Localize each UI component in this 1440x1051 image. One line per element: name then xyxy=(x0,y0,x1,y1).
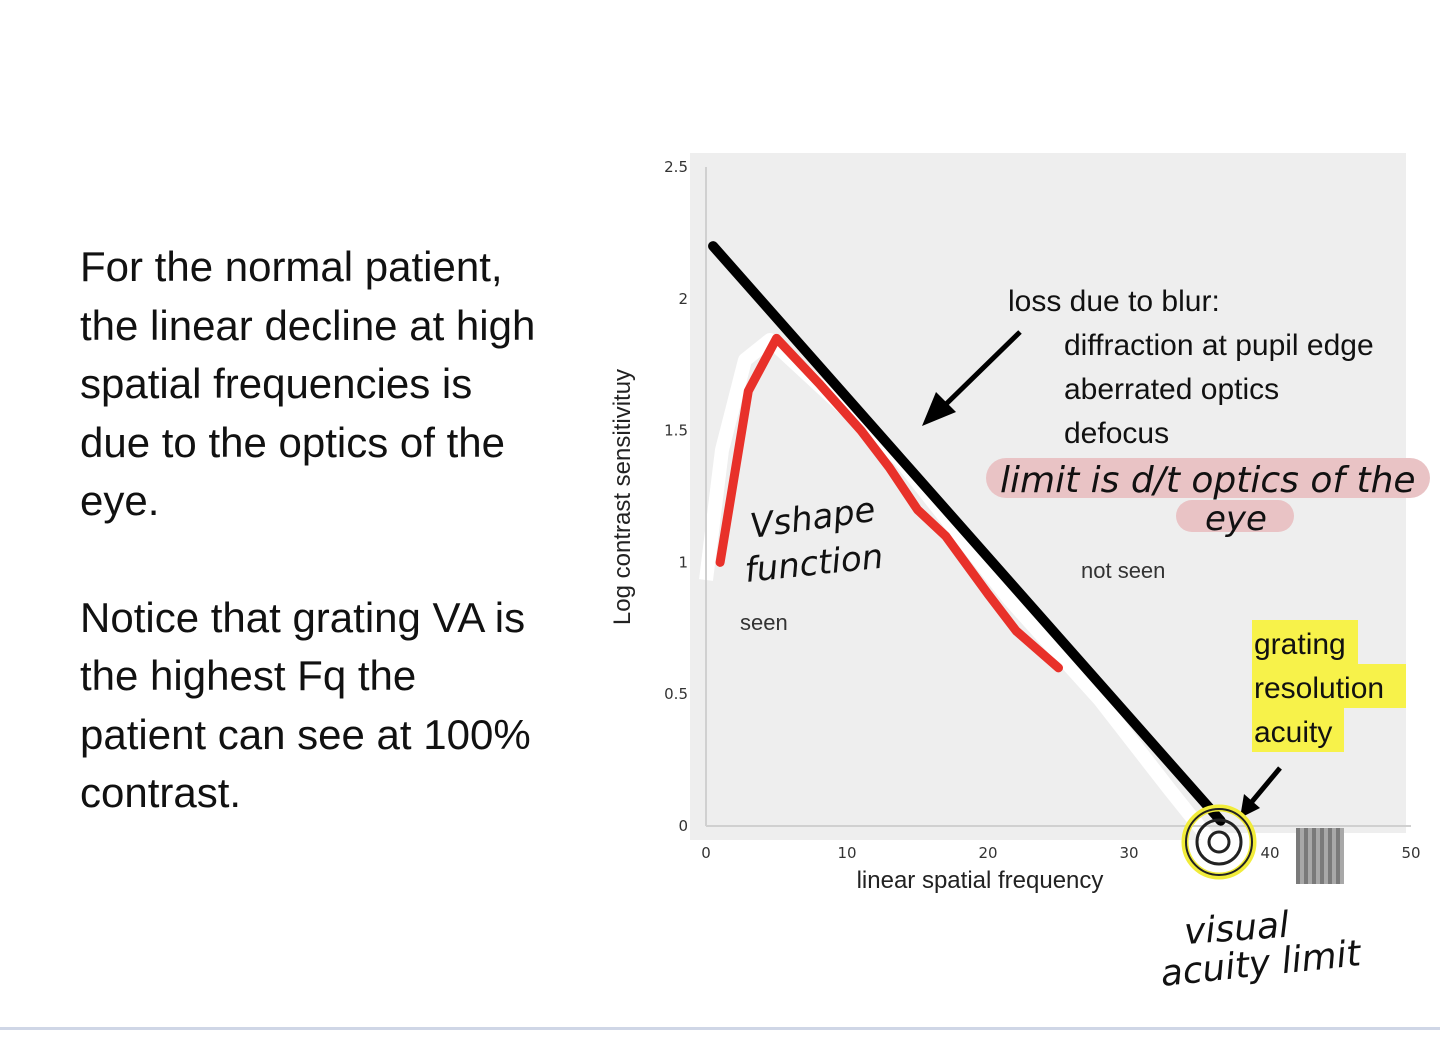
grating-highlight-1 xyxy=(1252,620,1358,664)
x-tick-label: 10 xyxy=(837,844,856,862)
grating-arrow-shaft xyxy=(1248,766,1282,806)
grating-stripe xyxy=(1328,828,1332,884)
curve-halo xyxy=(699,333,1427,847)
optics-limit-line xyxy=(708,241,1226,826)
x-axis-label: linear spatial frequency xyxy=(857,867,1104,894)
y-tick-label: 0.5 xyxy=(664,685,688,703)
acuity-target-ring-2 xyxy=(1195,818,1243,866)
contrast-sensitivity-curve xyxy=(715,333,1063,673)
grating-stripe xyxy=(1340,828,1344,884)
optics-note-line2: eye xyxy=(1205,499,1267,539)
blur-arrow-shaft xyxy=(938,330,1022,412)
grating-stripe xyxy=(1316,828,1320,884)
y-tick-label: 2 xyxy=(678,290,688,308)
grating-label-line1: grating xyxy=(1254,628,1346,661)
grating-highlight-3 xyxy=(1252,708,1344,752)
grating-highlight-2 xyxy=(1252,664,1406,708)
series-layer xyxy=(708,241,1226,826)
va-limit-line1: visual xyxy=(1183,905,1291,953)
paragraph-grating-va: Notice that grating VA is the highest Fq… xyxy=(80,593,531,817)
y-axis-label: Log contrast sensitivituy xyxy=(609,369,636,625)
y-tick-label: 1.5 xyxy=(664,422,688,440)
grating-stripe xyxy=(1324,828,1328,884)
x-tick-label: 20 xyxy=(978,844,997,862)
blur-arrow-head xyxy=(922,392,956,426)
paragraph-optics: For the normal patient, the linear decli… xyxy=(80,243,536,524)
grating-patch-icon xyxy=(1296,828,1344,884)
x-tick-labels: 0 10 20 30 40 50 xyxy=(701,844,1420,862)
slide-text-block: For the normal patient, the linear decli… xyxy=(80,238,540,823)
blur-item-aberrated: aberrated optics xyxy=(1064,373,1279,406)
optics-note-line1: limit is d/t optics of the xyxy=(1000,460,1416,501)
grating-stripe xyxy=(1308,828,1312,884)
grating-stripe xyxy=(1304,828,1308,884)
grating-stripe xyxy=(1312,828,1316,884)
x-tick-label: 0 xyxy=(701,844,711,862)
grating-stripe xyxy=(1332,828,1336,884)
grating-label-line3: acuity xyxy=(1254,716,1332,749)
blur-item-diffraction: diffraction at pupil edge xyxy=(1064,329,1374,362)
grating-stripe xyxy=(1336,828,1340,884)
blur-heading: loss due to blur: xyxy=(1008,285,1220,318)
y-tick-label: 0 xyxy=(678,817,688,835)
optics-highlight-2 xyxy=(1176,500,1294,532)
seen-label: seen xyxy=(740,610,788,635)
y-tick-label: 1 xyxy=(678,553,688,571)
x-tick-label: 30 xyxy=(1119,844,1138,862)
acuity-target-ring-1 xyxy=(1185,808,1253,876)
x-tick-label: 40 xyxy=(1260,844,1279,862)
x-tick-label: 50 xyxy=(1401,844,1420,862)
grating-stripe xyxy=(1320,828,1324,884)
bottom-divider xyxy=(0,1027,1440,1030)
optics-highlight-1 xyxy=(986,458,1430,498)
grating-stripe xyxy=(1300,828,1304,884)
grating-stripe xyxy=(1296,828,1300,884)
blur-item-defocus: defocus xyxy=(1064,417,1169,450)
grating-arrow-head xyxy=(1240,794,1260,818)
acuity-target-ring-3 xyxy=(1207,830,1231,854)
grating-label-line2: resolution xyxy=(1254,672,1384,705)
not-seen-label: not seen xyxy=(1081,558,1165,583)
y-tick-labels: 0 0.5 1 1.5 2 2.5 xyxy=(664,158,688,835)
y-tick-label: 2.5 xyxy=(664,158,688,176)
